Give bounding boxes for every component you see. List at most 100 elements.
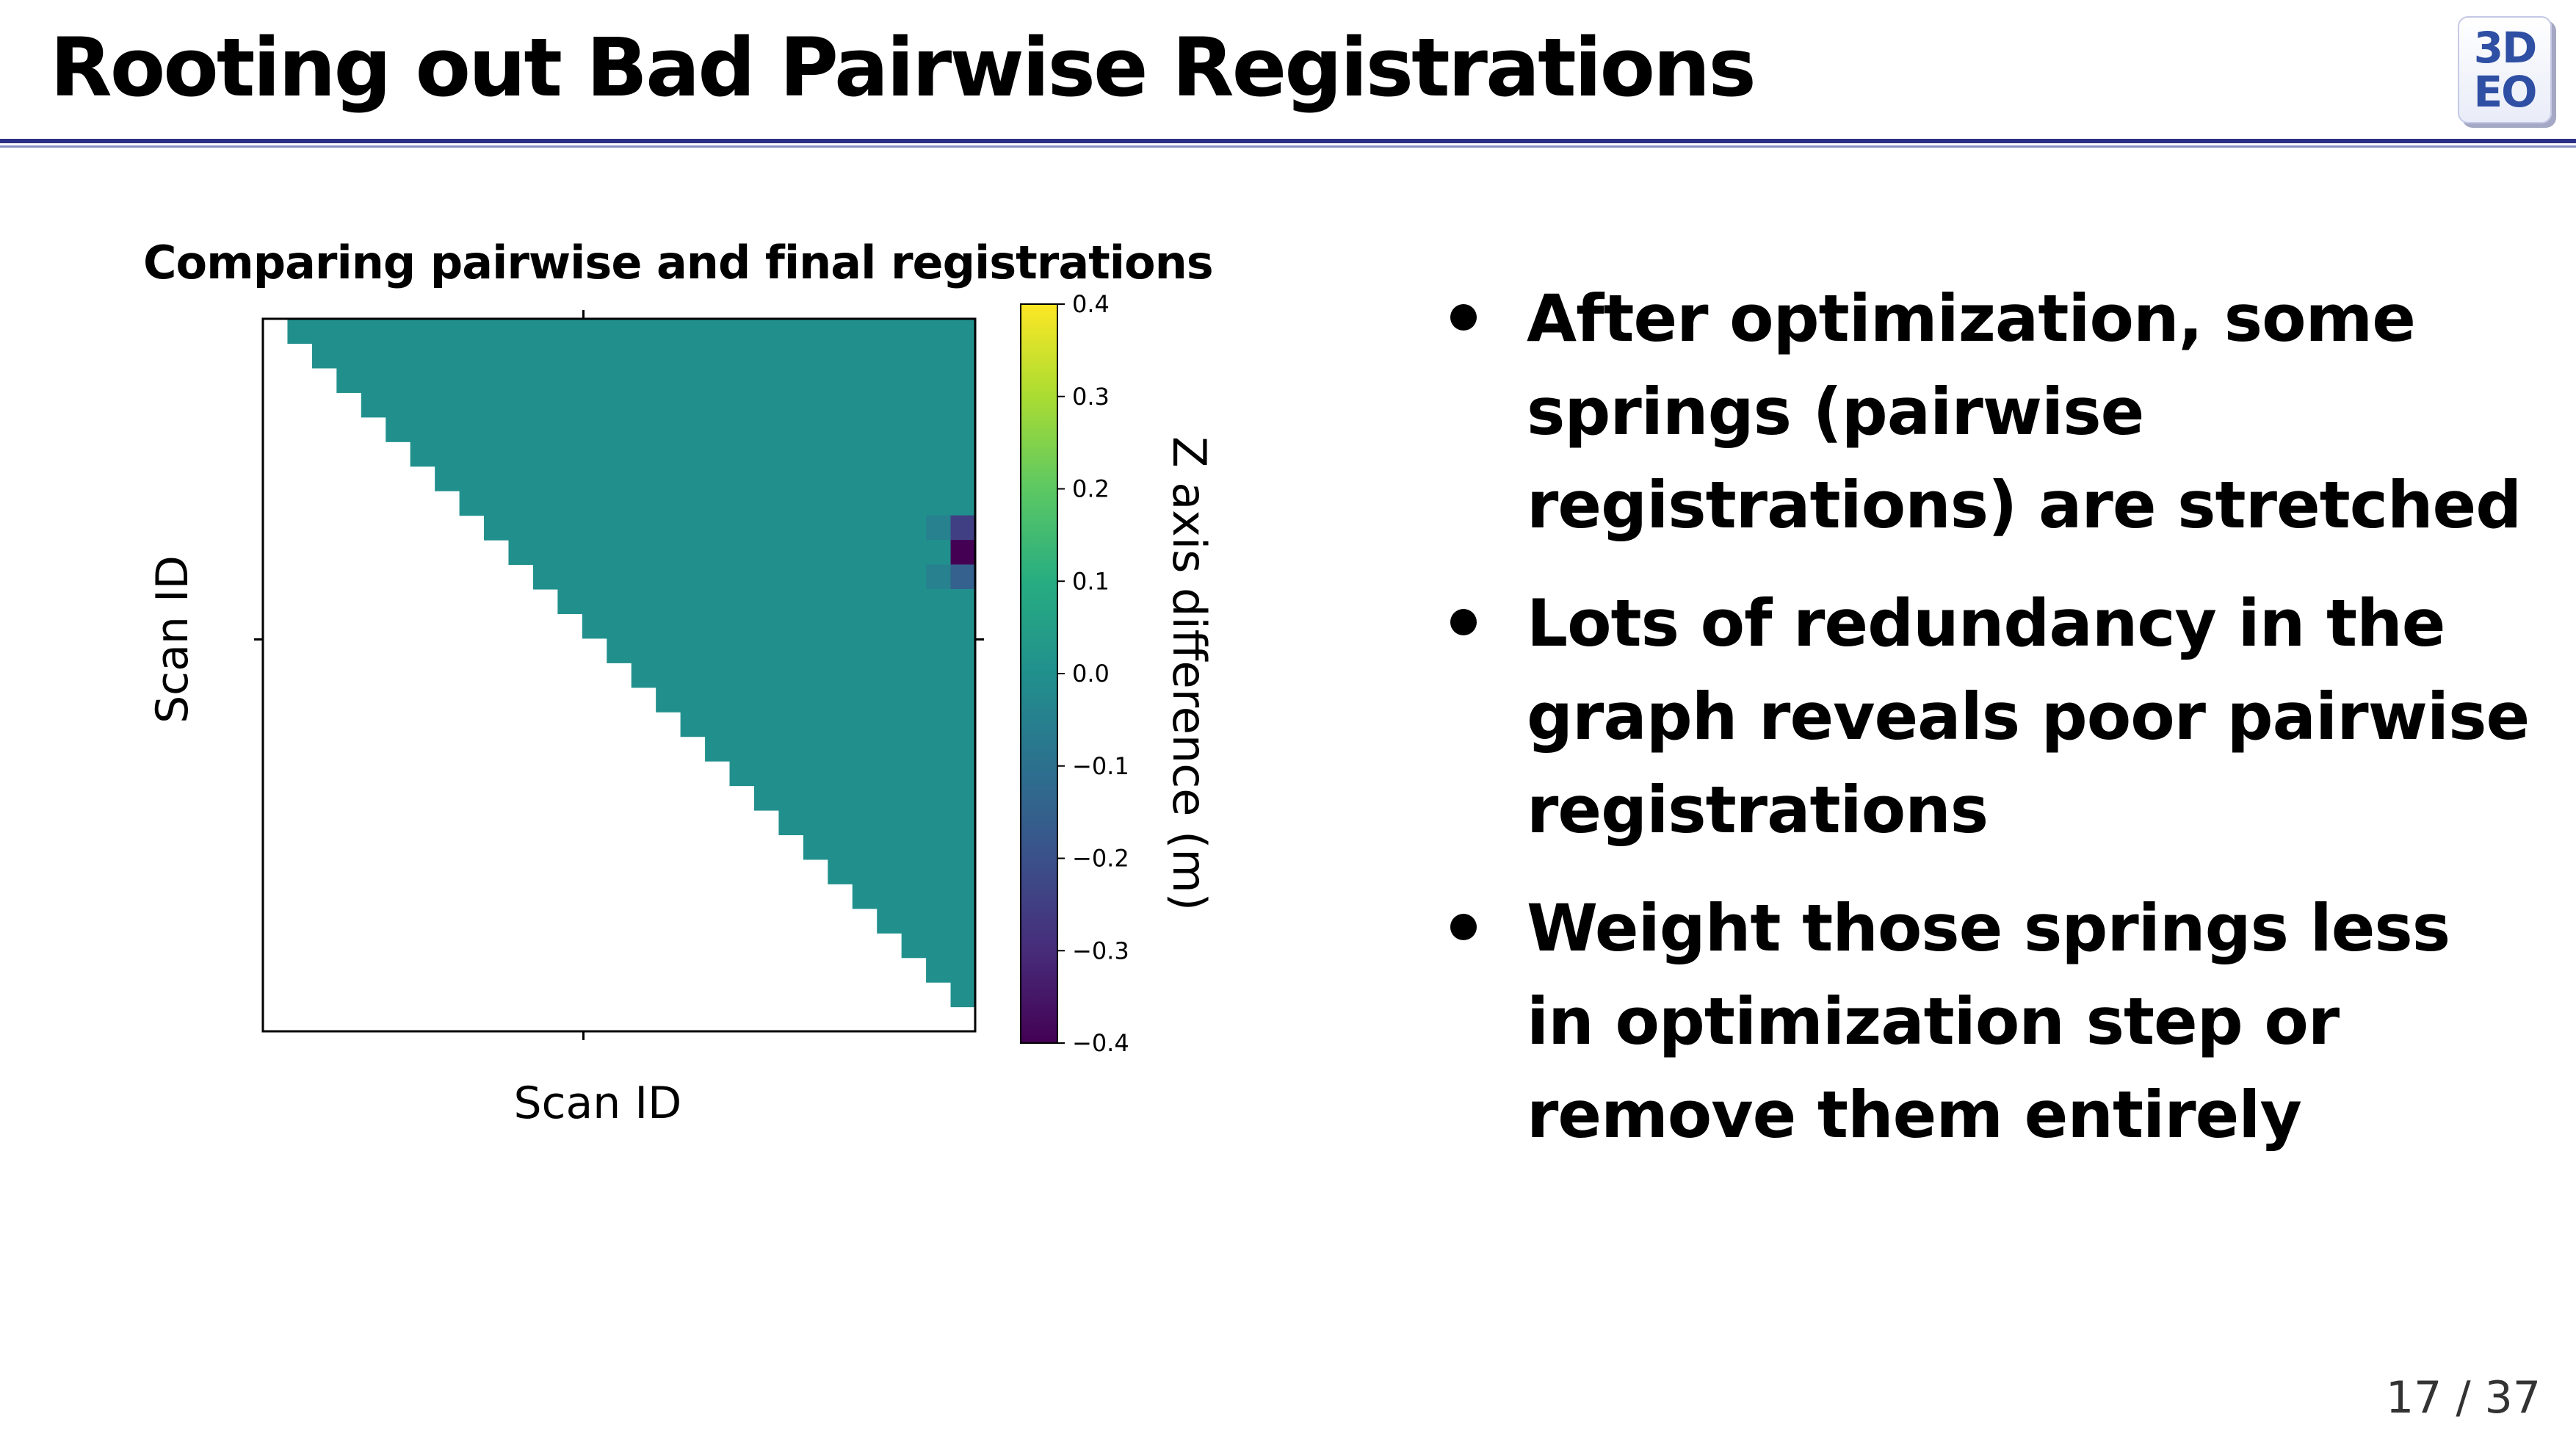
heatmap-cell	[852, 638, 878, 663]
heatmap-cell	[508, 441, 534, 467]
slide-title: Rooting out Bad Pairwise Registrations	[50, 21, 1756, 115]
heatmap-cell	[582, 466, 607, 491]
heatmap-cell	[828, 663, 853, 688]
heatmap-cell	[901, 515, 927, 541]
heatmap-cell	[803, 515, 828, 541]
heatmap-cell	[680, 392, 706, 418]
heatmap-cell	[753, 588, 780, 614]
heatmap-cell	[532, 367, 558, 393]
heatmap-cell	[877, 466, 902, 491]
bullet-dot-icon	[1450, 914, 1477, 940]
heatmap-cell	[705, 638, 731, 663]
heatmap-cell	[680, 491, 706, 516]
heatmap-cell	[484, 491, 510, 516]
heatmap-cell	[901, 564, 927, 590]
heatmap-cell	[532, 540, 558, 566]
heatmap-cell	[852, 588, 878, 614]
heatmap-cell	[778, 588, 804, 614]
heatmap-cell	[877, 761, 902, 787]
heatmap-cell	[778, 466, 804, 491]
heatmap-cell	[778, 564, 804, 590]
heatmap-cell	[950, 957, 976, 983]
heatmap-cell	[410, 416, 435, 442]
heatmap-cell	[852, 367, 878, 393]
heatmap-cell	[901, 343, 927, 369]
bullet-dot-icon	[1450, 304, 1477, 331]
heatmap-cell	[753, 638, 780, 663]
heatmap-cell	[950, 663, 976, 688]
heatmap-cell	[950, 441, 976, 467]
heatmap-cell	[753, 613, 780, 639]
heatmap-cell	[582, 540, 607, 566]
heatmap-cell	[950, 367, 976, 393]
heatmap-cell-outlier	[926, 515, 952, 541]
heatmap-cell	[926, 638, 952, 663]
colorbar-tick-label: −0.3	[1072, 937, 1129, 964]
heatmap-cell	[778, 416, 804, 442]
heatmap-cell	[656, 343, 681, 369]
heatmap-cell	[852, 392, 878, 418]
colorbar-tick-label: 0.0	[1072, 660, 1110, 688]
heatmap-cell	[828, 367, 853, 393]
heatmap-cell	[926, 834, 952, 860]
heatmap-cell	[901, 392, 927, 418]
heatmap-cell	[484, 416, 510, 442]
heatmap-cell	[803, 588, 828, 614]
heatmap-cell	[803, 638, 828, 663]
heatmap-cell	[950, 613, 976, 639]
heatmap-cell	[877, 416, 902, 442]
heatmap-cell	[753, 367, 780, 393]
heatmap-cell	[877, 785, 902, 811]
heatmap-cell	[852, 416, 878, 442]
heatmap-cell	[828, 491, 853, 516]
heatmap-cell	[753, 785, 780, 811]
colorbar	[1020, 303, 1058, 1044]
heatmap-cell	[532, 441, 558, 467]
heatmap-cell	[484, 343, 510, 369]
colorbar-tick-label: 0.1	[1072, 567, 1110, 595]
heatmap-cell	[926, 343, 952, 369]
heatmap-cell	[607, 613, 632, 639]
heatmap-cell	[901, 908, 927, 934]
heatmap-cell	[852, 712, 878, 737]
heatmap-cell	[631, 613, 656, 639]
heatmap-cell	[753, 392, 780, 418]
heatmap-cell	[901, 884, 927, 909]
heatmap-cell	[361, 392, 386, 418]
heatmap-cell	[926, 785, 952, 811]
heatmap-cell	[828, 638, 853, 663]
heatmap-cell	[778, 663, 804, 688]
heatmap-cell	[484, 392, 510, 418]
heatmap-cell-outlier	[950, 540, 976, 566]
heatmap-cell	[803, 466, 828, 491]
heatmap-cell	[877, 663, 902, 688]
heatmap-cell	[459, 319, 485, 345]
heatmap-cell	[950, 785, 976, 811]
heatmap-cell-outlier	[950, 515, 976, 541]
heatmap-cell	[705, 367, 731, 393]
heatmap-cell	[901, 687, 927, 713]
heatmap-cell	[828, 761, 853, 787]
heatmap-cell	[828, 736, 853, 762]
heatmap-cell	[435, 319, 460, 345]
heatmap-cell	[607, 441, 632, 467]
heatmap-cell	[656, 564, 681, 590]
heatmap-cell	[729, 761, 755, 787]
heatmap-cell	[386, 416, 411, 442]
heatmap-cell	[607, 367, 632, 393]
heatmap-cell	[631, 466, 656, 491]
heatmap-cell	[778, 613, 804, 639]
heatmap-cell	[508, 466, 534, 491]
heatmap-cell	[803, 785, 828, 811]
heatmap-cell	[705, 736, 731, 762]
heatmap-cell	[877, 736, 902, 762]
bullet-item: Weight those springs less in optimizatio…	[1450, 881, 2537, 1161]
heatmap-cell	[607, 491, 632, 516]
heatmap-cell	[729, 491, 755, 516]
heatmap-cell	[753, 712, 780, 737]
heatmap-cell	[901, 613, 927, 639]
heatmap-cell	[557, 416, 583, 442]
heatmap-cell	[877, 491, 902, 516]
heatmap-cell	[778, 761, 804, 787]
heatmap-cell	[926, 319, 952, 345]
